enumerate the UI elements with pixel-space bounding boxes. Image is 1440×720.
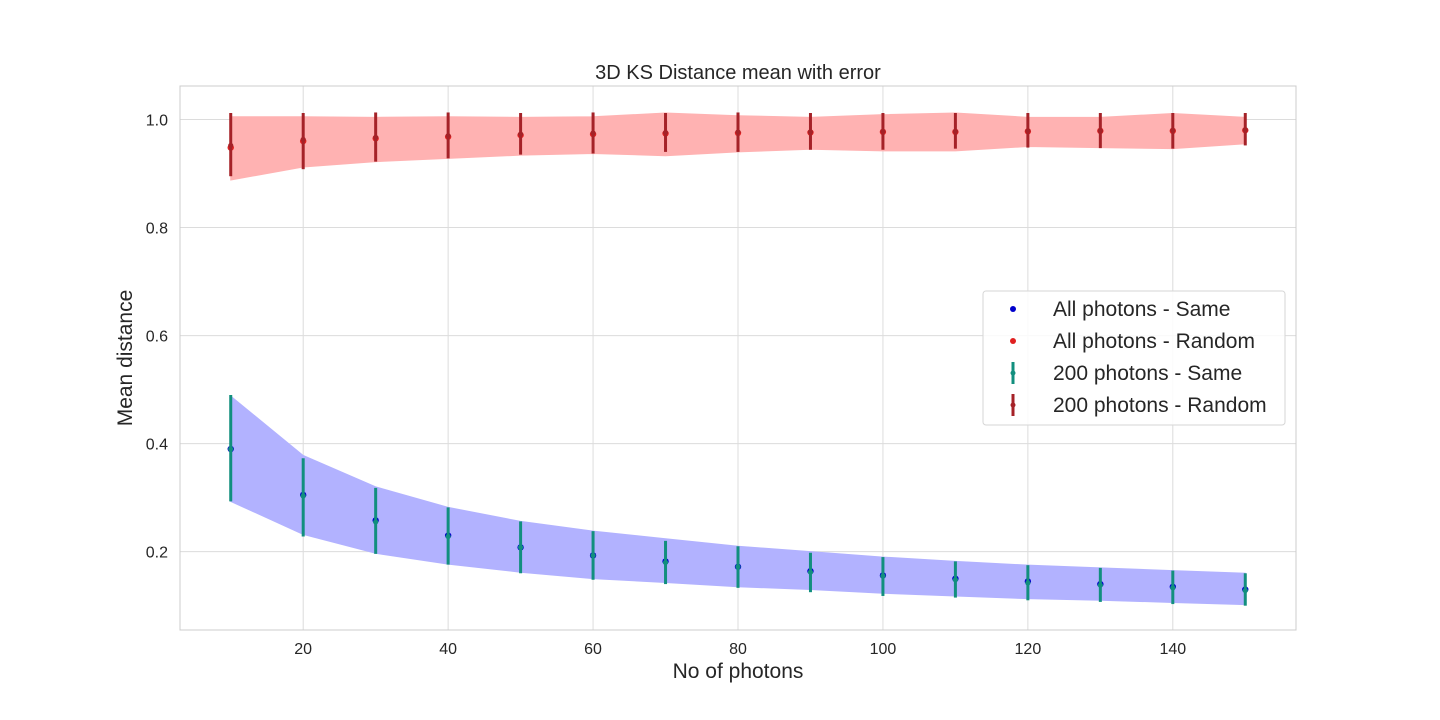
errorbar-point-200-same (880, 573, 886, 579)
errorbar-point-200-same (300, 493, 306, 499)
errorbar-point-200-random (807, 129, 814, 135)
errorbar-point-200-random (373, 134, 379, 140)
y-axis-label: Mean distance (114, 290, 137, 427)
legend-marker-200-same (1010, 370, 1016, 376)
legend: All photons - Same All photons - Random … (982, 290, 1286, 426)
chart-title: 3D KS Distance mean with error (595, 62, 881, 84)
y-tick-label: 0.8 (146, 221, 168, 238)
errorbar-point-200-random (662, 129, 669, 136)
errorbar-point-200-random (590, 130, 596, 136)
errorbar-point-200-same (952, 577, 959, 583)
legend-label-200-random: 200 photons - Random (1053, 394, 1267, 417)
legend-marker-all-random (1010, 338, 1016, 344)
errorbar-point-200-same (1242, 587, 1248, 594)
x-tick-label: 100 (870, 641, 897, 658)
legend-box (982, 290, 1286, 426)
legend-label-200-same: 200 photons - Same (1053, 362, 1242, 385)
legend-item-all-random: All photons - Random (1010, 330, 1255, 353)
errorbar-point-200-same (1170, 585, 1176, 591)
y-tick-label: 0.6 (146, 329, 168, 346)
errorbar-point-200-same (228, 446, 234, 452)
errorbar-point-200-same (735, 564, 741, 570)
errorbar-point-200-same (445, 533, 451, 540)
legend-item-200-same: 200 photons - Same (1010, 362, 1242, 385)
errorbar-point-200-random (1025, 128, 1031, 134)
errorbar-point-200-random (228, 142, 234, 149)
errorbar-point-200-random (300, 136, 306, 143)
errorbar-point-200-same (807, 569, 814, 575)
errorbar-point-200-same (1097, 582, 1103, 588)
y-tick-label: 0.2 (146, 545, 168, 562)
x-tick-label: 80 (729, 641, 747, 658)
errorbar-point-200-random (952, 128, 959, 134)
x-tick-label: 140 (1159, 641, 1186, 658)
legend-marker-200-random (1010, 402, 1016, 408)
errorbar-point-200-same (373, 519, 379, 525)
errorbar-point-200-same (517, 544, 524, 550)
y-tick-label: 0.4 (146, 437, 168, 454)
errorbar-point-200-random (1097, 128, 1103, 134)
errorbar-point-200-random (1242, 127, 1248, 133)
legend-item-all-same: All photons - Same (1010, 298, 1230, 321)
y-tick-label: 1.0 (146, 112, 168, 129)
x-axis-label: No of photons (673, 660, 804, 683)
errorbar-point-200-same (1025, 580, 1031, 586)
legend-label-all-random: All photons - Random (1053, 330, 1255, 353)
legend-marker-all-same (1010, 306, 1016, 312)
x-tick-label: 20 (294, 641, 312, 658)
legend-item-200-random: 200 photons - Random (1010, 394, 1267, 417)
x-tick-label: 120 (1015, 641, 1042, 658)
errorbar-point-200-random (880, 128, 886, 134)
plot-frame (179, 85, 1297, 631)
tick-layer: 20 40 60 80 100 120 140 0.2 0.4 0.6 0.8 1.0 (146, 112, 1187, 658)
errorbar-point-200-random (445, 133, 451, 139)
errorbar-point-200-same (590, 552, 596, 559)
x-tick-label: 60 (584, 641, 602, 658)
x-tick-label: 40 (439, 641, 457, 658)
legend-label-all-same: All photons - Same (1053, 298, 1230, 321)
errorbar-point-200-random (517, 131, 524, 137)
errorbar-point-200-random (1170, 127, 1176, 133)
errorbar-point-200-same (662, 559, 669, 566)
marks-layer (227, 112, 1249, 606)
errorbar-point-200-random (735, 129, 741, 135)
